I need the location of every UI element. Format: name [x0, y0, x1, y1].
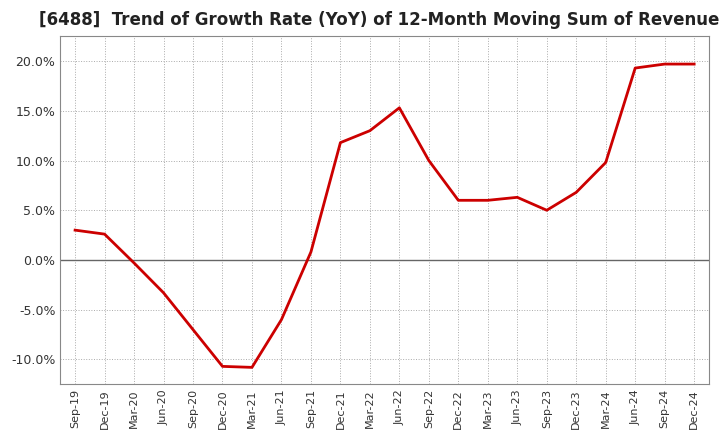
Title: [6488]  Trend of Growth Rate (YoY) of 12-Month Moving Sum of Revenues: [6488] Trend of Growth Rate (YoY) of 12-…: [40, 11, 720, 29]
